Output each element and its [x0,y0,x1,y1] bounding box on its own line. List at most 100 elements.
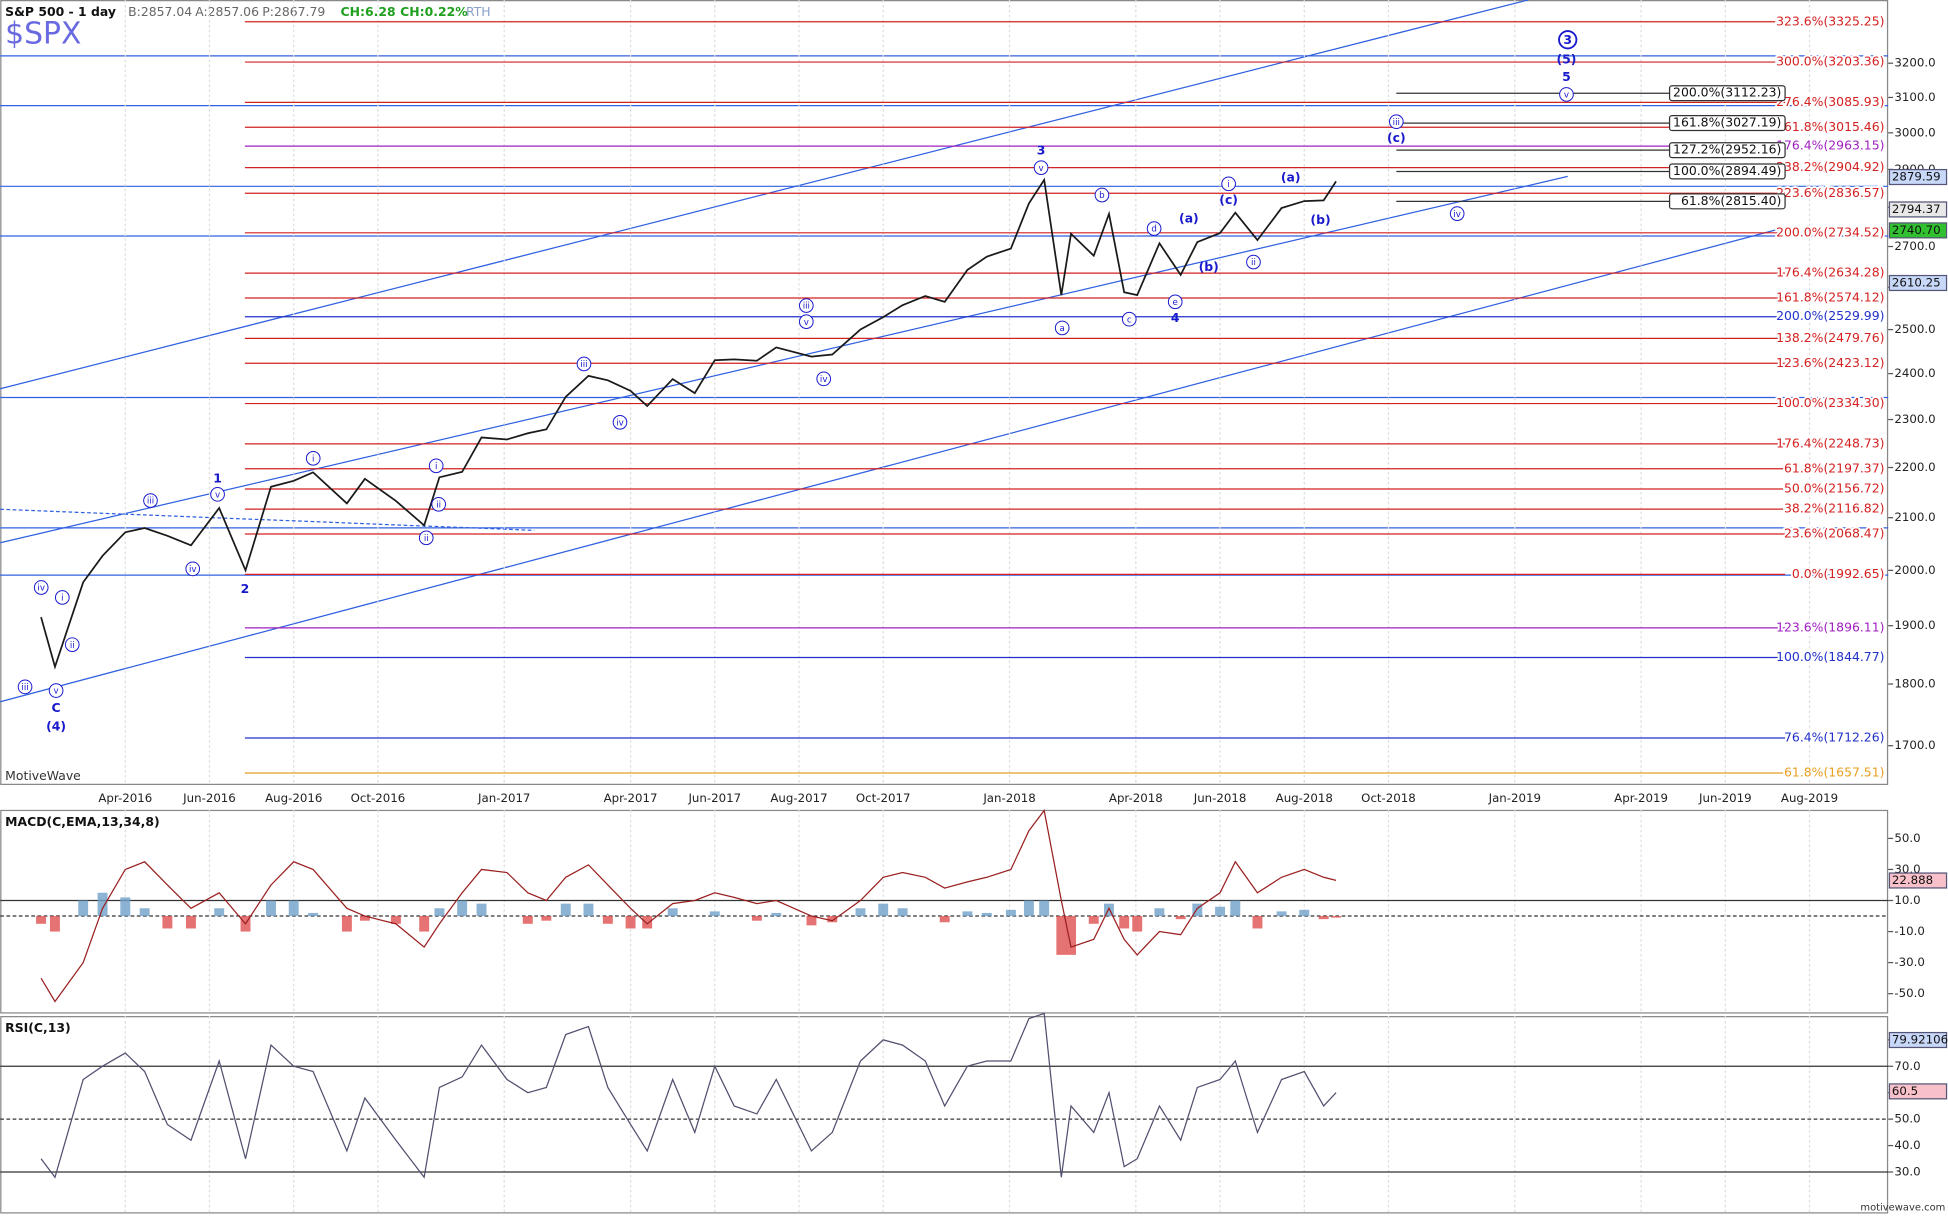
histogram-bar [359,916,370,921]
histogram-bar [602,916,613,924]
chart-title: S&P 500 - 1 day [5,4,116,19]
price-marker [1888,201,1948,218]
y-tick-label: 2700.0 [1894,239,1935,253]
wave-label: i [1227,180,1229,190]
histogram-bar [434,908,445,917]
target-box [1668,142,1786,159]
x-tick-label: Apr-2017 [604,791,658,805]
x-tick-label: Jun-2019 [1698,791,1752,805]
watermark: MotiveWave [5,768,81,783]
histogram-bar [583,903,594,917]
symbol: $SPX [5,16,81,51]
wave-label: ii [424,534,429,544]
fib-label: 223.6%(2836.57) [1776,185,1884,200]
panel-title: MACD(C,EMA,13,34,8) [5,814,159,829]
histogram-bar [1276,911,1287,917]
wave-label: iii [147,497,154,507]
fib-label: 261.8%(3015.46) [1776,119,1884,134]
wave-circle [1558,30,1578,50]
wave-circle [210,487,225,502]
fib-label: 200.0%(2734.52) [1776,224,1884,239]
target-label: 161.8%(3027.19) [1673,115,1781,130]
footer: motivewave.com [1860,1202,1945,1213]
wave-circle [1033,160,1049,176]
fib-label: 138.2%(2479.76) [1776,330,1884,345]
wave-label: c [1127,315,1132,325]
y-tick-label: 40.0 [1894,1138,1920,1152]
histogram-bar [1039,900,1050,917]
fib-label: 161.8%(2574.12) [1776,290,1884,305]
channel-line [0,508,535,531]
y-tick-label: 2300.0 [1894,412,1935,426]
histogram-bar [419,916,430,932]
wave-circle [612,414,628,430]
wave-circle [1388,114,1404,130]
histogram-bar [1252,916,1263,929]
fib-label: 276.4%(3085.93) [1776,94,1884,109]
wave-label: C [52,700,61,715]
y-tick-label: 3200.0 [1894,56,1935,70]
histogram-bar [855,908,866,917]
fib-label: 100.0%(1844.77) [1776,649,1884,664]
wave-circle [1146,221,1162,236]
wave-circle [1094,187,1110,203]
quote: A:2857.06 [195,4,259,19]
fib-label: 38.2%(2116.82) [1784,501,1884,516]
histogram-bar [751,916,762,921]
wave-label: iii [803,302,810,312]
wave-label: 1 [213,470,222,485]
x-tick-label: Apr-2019 [1614,791,1668,805]
wave-circle [17,679,33,695]
histogram-bar [288,900,299,917]
wave-label: v [804,318,809,328]
histogram-bar [1066,916,1076,955]
target-label: 127.2%(2952.16) [1673,142,1781,157]
fib-label: 23.6%(2068.47) [1784,526,1884,541]
y-tick-label: 3000.0 [1894,125,1935,139]
histogram-bar [709,911,720,917]
histogram-bar [878,903,889,917]
price-marker [1888,1083,1948,1100]
wave-label: iv [616,418,624,428]
histogram-bar [1331,916,1342,918]
wave-label: (b) [1199,259,1219,274]
quote: B:2857.04 [128,4,192,19]
y-tick-label: 1900.0 [1894,618,1935,632]
wave-label: i [312,454,314,464]
histogram-bar [1023,900,1034,917]
price-marker-label: 2740.70 [1892,223,1941,237]
wave-label: (a) [1179,211,1199,226]
wave-label: 5 [1562,69,1571,84]
target-label: 200.0%(3112.23) [1673,85,1781,100]
quote: CH:0.22% [400,4,468,19]
channel-line [0,175,1568,544]
price-marker [1888,222,1948,239]
histogram-bar [120,897,131,917]
wave-circle [431,496,446,512]
histogram-bar [1005,909,1016,917]
histogram-bar [78,900,89,917]
wave-label: 3 [1037,142,1046,157]
wave-circle [48,683,64,698]
fib-label: 61.8%(1657.51) [1784,765,1884,780]
wave-label: i [435,462,437,472]
wave-circle [143,493,158,508]
histogram-bar [97,892,108,917]
histogram-bar [939,916,950,923]
histogram-bar [827,916,838,923]
wave-label: ii [436,500,441,510]
y-tick-label: 10.0 [1894,893,1920,907]
histogram-bar [1318,916,1329,920]
histogram-bar [771,912,782,917]
y-tick-label: 2200.0 [1894,460,1935,474]
wave-label: ii [1251,258,1256,268]
wave-label: (5) [1556,52,1576,67]
wave-circle [1246,254,1261,270]
x-tick-label: Aug-2016 [265,791,322,805]
x-tick-label: Jun-2017 [687,791,741,805]
x-tick-label: Oct-2016 [351,791,406,805]
panel-frames [0,0,1889,1214]
wave-label: iv [37,584,45,594]
histogram-bar [1119,916,1130,929]
